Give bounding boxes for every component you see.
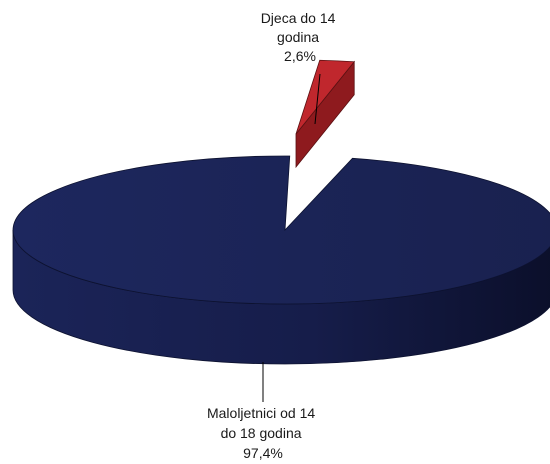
- label-djeca-line-2: godina: [277, 29, 319, 45]
- label-djeca-value: 2,6%: [284, 48, 316, 64]
- label-djeca: Djeca do 14 godina 2,6%: [261, 10, 340, 64]
- label-djeca-line-1: Djeca do 14: [261, 10, 336, 26]
- label-maloljetnici: Maloljetnici od 14 do 18 godina 97,4%: [207, 405, 319, 461]
- pie-slice-maloljetnici: [13, 156, 550, 364]
- pie-slice-djeca: [296, 60, 354, 167]
- pie-slice-top: [13, 156, 550, 304]
- label-maloljetnici-line-1: Maloljetnici od 14: [207, 405, 315, 421]
- label-maloljetnici-line-2: do 18 godina: [221, 425, 302, 441]
- label-maloljetnici-value: 97,4%: [243, 445, 283, 461]
